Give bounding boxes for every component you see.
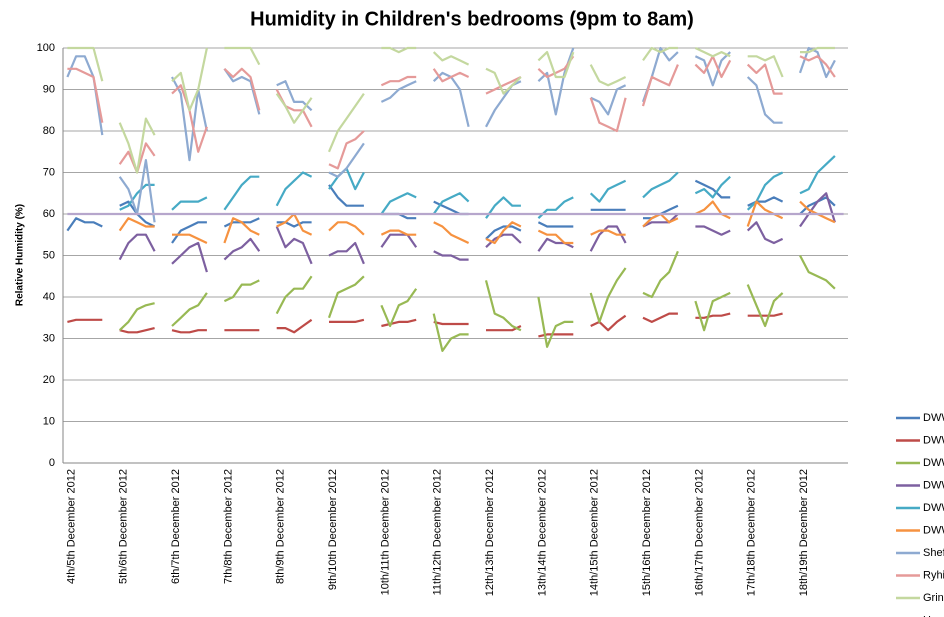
x-tick-label: 5th/6th December 2012 bbox=[118, 469, 130, 584]
legend-label: DWW04 bbox=[923, 479, 944, 491]
legend-label: Gringley bbox=[923, 592, 944, 604]
y-tick-label: 20 bbox=[43, 374, 55, 386]
series-line bbox=[67, 312, 783, 338]
x-tick-label: 14th/15th December 2012 bbox=[589, 469, 601, 596]
y-tick-label: 80 bbox=[43, 125, 55, 137]
chart-title: Humidity in Children's bedrooms (9pm to … bbox=[250, 8, 694, 30]
legend-label: Sheffield bbox=[923, 547, 944, 559]
y-tick-label: 0 bbox=[49, 457, 55, 469]
legend-label: Humidity bbox=[923, 614, 944, 617]
y-tick-label: 60 bbox=[43, 208, 55, 220]
x-tick-label: 4th/5th December 2012 bbox=[65, 469, 77, 584]
y-axis-label: Relative Humidity (%) bbox=[15, 204, 26, 306]
y-tick-label: 10 bbox=[43, 415, 55, 427]
series-line bbox=[118, 250, 836, 352]
x-tick-label: 7th/8th December 2012 bbox=[222, 469, 234, 584]
y-tick-label: 30 bbox=[43, 332, 55, 344]
x-tick-label: 15th/16th December 2012 bbox=[641, 469, 653, 596]
legend-label: DWW02 bbox=[923, 434, 944, 446]
legend-label: DWW06 bbox=[923, 524, 944, 536]
y-tick-label: 90 bbox=[43, 83, 55, 95]
legend-label: DWW01 bbox=[923, 412, 944, 424]
legend-label: DWW05 bbox=[923, 502, 944, 514]
x-tick-label: 9th/10th December 2012 bbox=[327, 469, 339, 590]
x-tick-label: 12th/13th December 2012 bbox=[484, 469, 496, 596]
series-line bbox=[67, 46, 835, 174]
x-tick-label: 18th/19th December 2012 bbox=[798, 469, 810, 596]
x-tick-label: 10th/11th December 2012 bbox=[379, 469, 391, 595]
x-tick-label: 6th/7th December 2012 bbox=[170, 469, 182, 584]
x-tick-label: 8th/9th December 2012 bbox=[275, 469, 287, 584]
y-tick-label: 70 bbox=[43, 166, 55, 178]
legend-label: Ryhill bbox=[923, 569, 944, 581]
y-tick-label: 50 bbox=[43, 249, 55, 261]
series-line bbox=[119, 155, 836, 219]
x-tick-label: 17th/18th December 2012 bbox=[746, 469, 758, 596]
x-tick-label: 11th/12th December 2012 bbox=[432, 469, 444, 595]
series-line bbox=[118, 192, 836, 273]
x-tick-label: 13th/14th December 2012 bbox=[536, 469, 548, 596]
legend-label: DWW03 bbox=[923, 457, 944, 469]
y-tick-label: 40 bbox=[43, 291, 55, 303]
x-tick-label: 16th/17th December 2012 bbox=[693, 469, 705, 596]
y-tick-label: 100 bbox=[37, 42, 55, 54]
